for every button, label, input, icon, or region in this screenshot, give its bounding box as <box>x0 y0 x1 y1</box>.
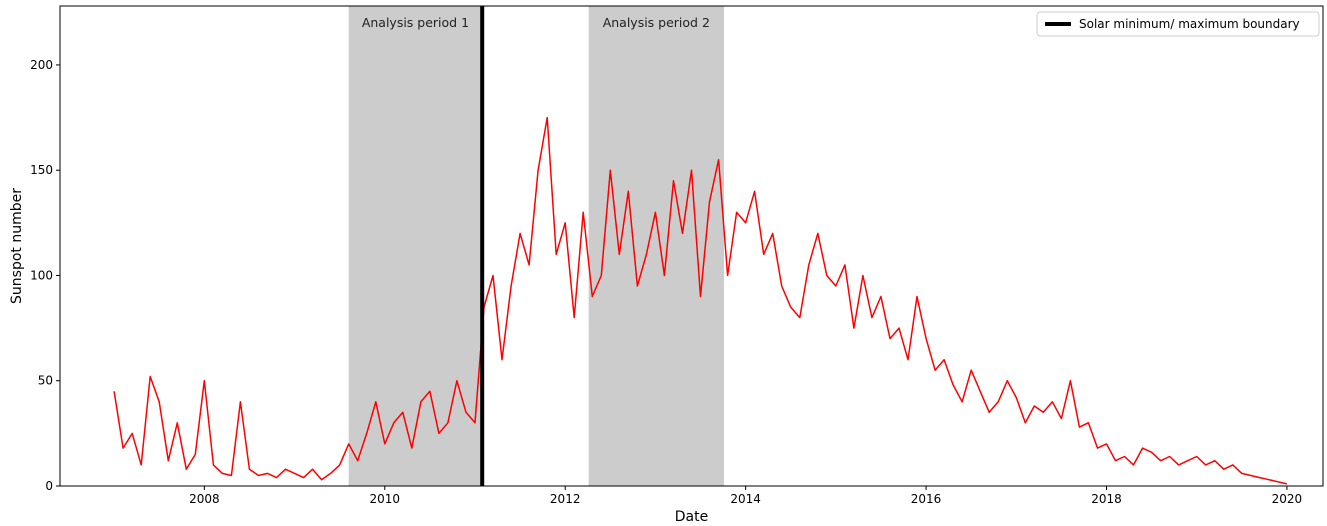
x-tick-label-2016: 2016 <box>911 492 942 506</box>
x-tick-label-2010: 2010 <box>369 492 400 506</box>
shaded-period-label-2: Analysis period 2 <box>603 15 710 30</box>
x-axis-title: Date <box>675 509 708 525</box>
shaded-period-label-1: Analysis period 1 <box>362 15 469 30</box>
x-tick-label-2018: 2018 <box>1091 492 1122 506</box>
y-axis-title: Sunspot number <box>9 188 25 304</box>
x-axis: 2008 2010 2012 2014 2016 2018 2020 <box>189 486 1302 506</box>
band-labels: Analysis period 1 Analysis period 2 <box>362 15 710 30</box>
y-tick-label-50: 50 <box>38 374 53 388</box>
legend: Solar minimum/ maximum boundary <box>1036 11 1320 37</box>
y-tick-label-100: 100 <box>30 268 53 282</box>
series-layer <box>113 116 1288 485</box>
y-tick-label-150: 150 <box>30 163 53 177</box>
y-tick-label-200: 200 <box>30 58 53 72</box>
shaded-period-2 <box>588 6 724 486</box>
legend-label: Solar minimum/ maximum boundary <box>1079 17 1300 31</box>
x-tick-label-2020: 2020 <box>1272 492 1303 506</box>
legend-box <box>1036 11 1320 37</box>
x-tick-label-2014: 2014 <box>730 492 761 506</box>
y-axis: 0 50 100 150 200 <box>30 58 60 493</box>
shaded-period-1 <box>348 6 483 486</box>
series-line-1 <box>113 116 1288 485</box>
x-tick-label-2012: 2012 <box>550 492 581 506</box>
y-tick-label-0: 0 <box>45 479 53 493</box>
shaded-periods <box>348 6 724 486</box>
plot-frame <box>59 5 1324 487</box>
x-tick-label-2008: 2008 <box>189 492 220 506</box>
